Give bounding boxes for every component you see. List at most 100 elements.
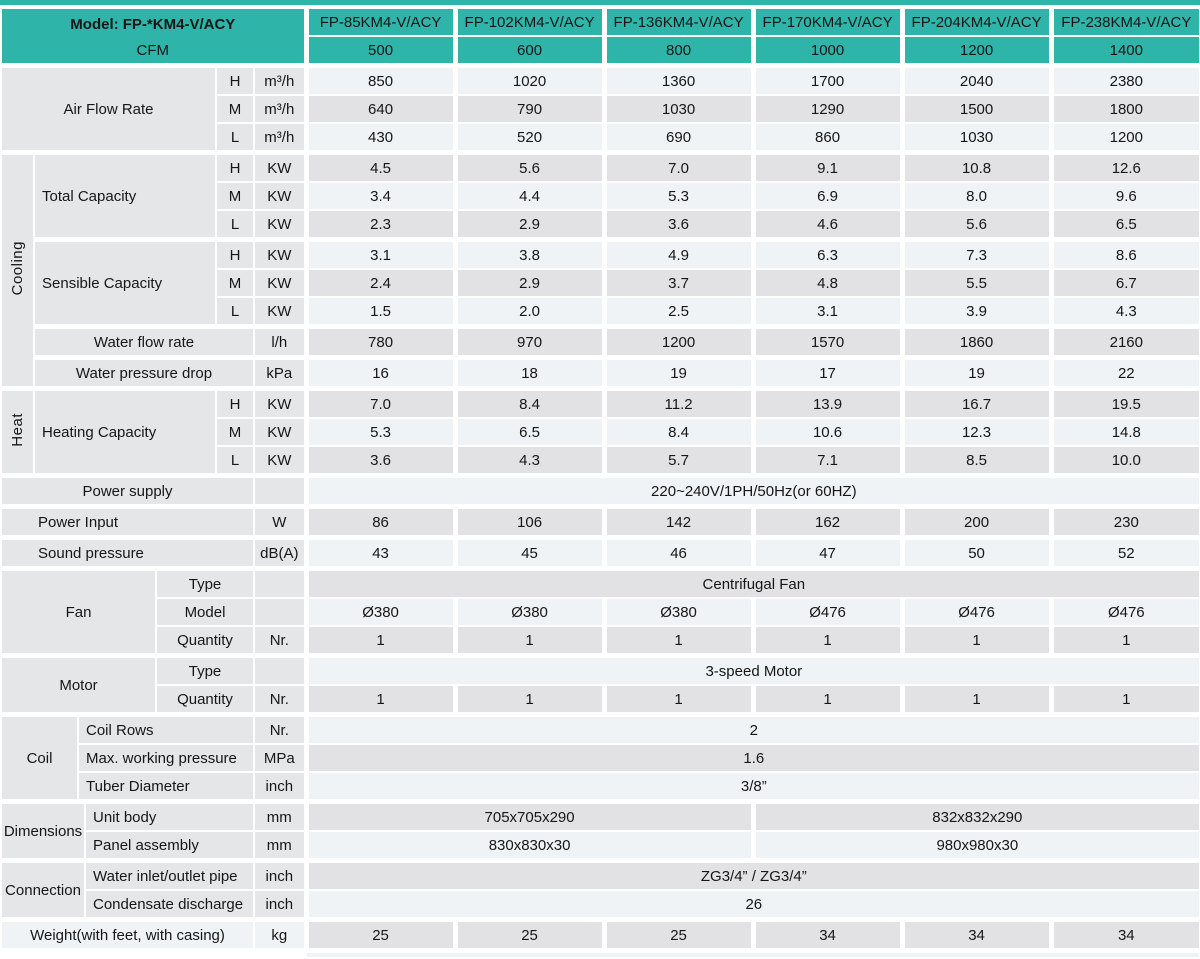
value-cell: 8.5: [899, 445, 1053, 477]
sub-label-tuber-diameter: Tuber Diameter: [77, 771, 255, 803]
row-total-capacity-h: Cooling Total Capacity H KW 4.5 5.6 7.0 …: [0, 150, 1200, 390]
value-cell: 1.5: [303, 296, 457, 328]
value-cell: 4.8: [750, 268, 904, 298]
model-label: Model: FP-*KM4-V/ACY: [70, 16, 236, 33]
value-cell: 19: [899, 355, 1053, 390]
value-cell: 1: [303, 684, 457, 716]
cfm-label: CFM: [136, 42, 170, 59]
value-cell: 6.3: [750, 237, 904, 270]
speed-label: H: [215, 150, 255, 183]
row-heating-capacity-h: Heat Heating Capacity H KW 7.0 8.4 11.2 …: [0, 386, 1200, 477]
speed-label: M: [215, 181, 255, 211]
row-coil-max-pressure: Max. working pressure MPa 1.6: [1, 743, 1200, 773]
unit-label-empty: [252, 566, 308, 599]
column-header-model: FP-238KM4-V/ACY: [1048, 7, 1200, 37]
row-label-total-capacity: Total Capacity: [33, 150, 217, 241]
value-cell: 860: [750, 122, 904, 154]
value-cell: 430: [303, 122, 457, 154]
unit-label: KW: [252, 268, 308, 298]
row-label-power-input: Power Input: [0, 504, 255, 539]
value-cell: 1360: [601, 63, 755, 96]
unit-label: KW: [252, 386, 308, 419]
value-cell: 1860: [899, 324, 1053, 359]
unit-label: KW: [252, 150, 308, 183]
value-cell: 1500: [899, 94, 1053, 124]
speed-label: L: [215, 445, 255, 477]
row-coil-tube-diameter: Tuber Diameter inch 3/8”: [1, 771, 1200, 803]
value-cell: 46: [601, 535, 755, 570]
value-cell: 10.0: [1048, 445, 1200, 477]
row-power-supply: Power supply 220~240V/1PH/50Hz(or 60HZ): [0, 473, 1200, 508]
speed-label: H: [215, 63, 255, 96]
value-cell: 5.3: [601, 181, 755, 211]
value-cell: 142: [601, 504, 755, 539]
value-cell: 16: [303, 355, 457, 390]
cfm-value: 500: [303, 35, 457, 67]
row-fan-model: Model Ø380 Ø380 Ø380 Ø476 Ø476 Ø476: [1, 597, 1200, 627]
unit-label: inch: [252, 858, 308, 891]
value-cell: 1290: [750, 94, 904, 124]
category-label-fan: Fan: [0, 566, 157, 657]
value-cell: 1: [750, 625, 904, 657]
value-cell: 2160: [1048, 324, 1200, 359]
value-cell: 3.1: [750, 296, 904, 328]
value-cell: 19.5: [1048, 386, 1200, 419]
unit-label: KW: [252, 237, 308, 270]
row-label-heating-capacity: Heating Capacity: [33, 386, 217, 477]
value-cell: 2.9: [452, 268, 606, 298]
value-cell: 4.5: [303, 150, 457, 183]
value-cell: 162: [750, 504, 904, 539]
value-cell: 6.5: [1048, 209, 1200, 241]
cfm-value: 600: [452, 35, 606, 67]
value-cell: 16.7: [899, 386, 1053, 419]
unit-label: Nr.: [252, 625, 308, 657]
value-cell: 47: [750, 535, 904, 570]
value-cell: 4.6: [750, 209, 904, 241]
value-cell: 3.7: [601, 268, 755, 298]
value-cell: 14.8: [1048, 417, 1200, 447]
value-cell: 4.9: [601, 237, 755, 270]
value-cell: Ø476: [750, 597, 904, 627]
spec-table: Model: FP-*KM4-V/ACY CFM FP-85KM4-V/ACY …: [0, 7, 1200, 959]
value-cell: 1: [452, 625, 606, 657]
sub-label-motor-type: Type: [155, 653, 255, 686]
value-cell-span: 3/8”: [303, 771, 1200, 803]
row-label-sound-pressure: Sound pressure: [0, 535, 255, 570]
column-header-model: FP-204KM4-V/ACY: [899, 7, 1053, 37]
value-cell: 8.6: [1048, 237, 1200, 270]
value-cell: 780: [303, 324, 457, 359]
value-cell: 1570: [750, 324, 904, 359]
value-cell: 2380: [1048, 63, 1200, 96]
value-cell-span: Centrifugal Fan: [303, 566, 1200, 599]
unit-label: dB(A): [252, 535, 308, 570]
row-fan-quantity: Quantity Nr. 1 1 1 1 1 1: [1, 625, 1200, 657]
row-label-water-flow: Water flow rate: [33, 324, 255, 359]
value-cell: 1: [899, 625, 1053, 657]
value-cell: 6.5: [452, 417, 606, 447]
value-cell: 7.3: [899, 237, 1053, 270]
value-cell: 5.5: [899, 268, 1053, 298]
unit-label: mm: [252, 830, 308, 862]
cfm-value: 1400: [1048, 35, 1200, 67]
unit-label: MPa: [252, 743, 308, 773]
row-motor-type: Motor Type 3-speed Motor: [0, 653, 1200, 716]
value-cell: 3.9: [899, 296, 1053, 328]
unit-label-empty: [252, 597, 308, 627]
sub-label-fan-model: Model: [155, 597, 255, 627]
value-cell: 11.2: [601, 386, 755, 419]
value-cell: 1200: [1048, 122, 1200, 154]
unit-label: inch: [252, 889, 308, 921]
value-cell: 25: [452, 917, 606, 952]
category-label-dimensions: Dimensions: [0, 799, 86, 862]
value-cell-span: 220~240V/1PH/50Hz(or 60HZ): [303, 473, 1200, 508]
unit-label: KW: [252, 417, 308, 447]
unit-label: KW: [252, 181, 308, 211]
header-row-cfm: 500 600 800 1000 1200 1400: [1, 35, 1200, 67]
value-cell: 3.4: [303, 181, 457, 211]
value-cell: 790: [452, 94, 606, 124]
value-cell: Ø476: [899, 597, 1053, 627]
value-cell: 50: [899, 535, 1053, 570]
row-water-flow-rate: Water flow rate l/h 780 970 1200 1570 18…: [1, 324, 1200, 359]
value-cell: 13.9: [750, 386, 904, 419]
speed-label: M: [215, 268, 255, 298]
